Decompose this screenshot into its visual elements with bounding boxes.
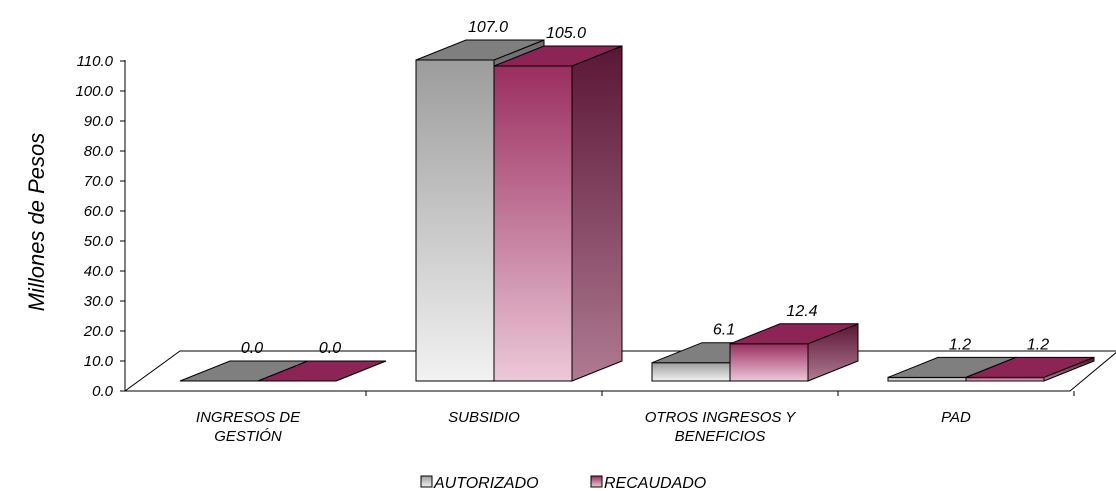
category-labels: INGRESOS DE GESTIÓN SUBSIDIO OTROS INGRESOS… bbox=[196, 391, 1075, 445]
y-tick-label: 90.0 bbox=[84, 113, 114, 130]
legend-swatch-autorizado bbox=[420, 475, 433, 488]
bar-top-autorizado bbox=[415, 39, 545, 61]
value-label-autorizado: 107.0 bbox=[468, 19, 508, 36]
value-label-recaudado: 105.0 bbox=[546, 25, 586, 42]
y-tick-label: 100.0 bbox=[75, 83, 113, 100]
y-tick-label: 70.0 bbox=[84, 173, 114, 190]
bar-top-recaudado bbox=[965, 356, 1095, 378]
value-labels: 0.0 0.0 107.0 105.0 6.1 12.4 1.2 1.2 bbox=[241, 19, 1049, 357]
y-tick-label: 110.0 bbox=[77, 53, 114, 70]
value-label-autorizado: 6.1 bbox=[713, 322, 735, 339]
legend-label-recaudado: RECAUDADO bbox=[604, 475, 706, 491]
legend: AUTORIZADO RECAUDADO bbox=[420, 475, 706, 491]
legend-label-autorizado: AUTORIZADO bbox=[433, 475, 539, 491]
y-tick-label: 60.0 bbox=[84, 203, 114, 220]
y-tick-label: 10.0 bbox=[84, 353, 114, 370]
category-label: INGRESOS DE bbox=[196, 409, 301, 426]
bar-autorizado bbox=[415, 59, 495, 382]
y-tick-label: 50.0 bbox=[84, 233, 114, 250]
bar-top-recaudado bbox=[257, 360, 387, 382]
y-axis-label: Millones de Pesos bbox=[24, 133, 49, 312]
bar-top-recaudado bbox=[493, 45, 623, 67]
category-label: BENEFICIOS bbox=[675, 428, 766, 445]
bar-recaudado bbox=[965, 376, 1045, 382]
legend-swatch-recaudado bbox=[590, 475, 603, 488]
y-axis-ticks: 0.0 10.0 20.0 30.0 40.0 50.0 60.0 70.0 80.0 90.0 1… bbox=[75, 53, 125, 400]
bar-recaudado bbox=[729, 343, 809, 382]
bars bbox=[179, 39, 1095, 382]
value-label-autorizado: 0.0 bbox=[241, 340, 263, 357]
category-label: SUBSIDIO bbox=[448, 409, 520, 426]
y-tick-label: 80.0 bbox=[84, 143, 114, 160]
y-tick-label: 20.0 bbox=[83, 323, 114, 340]
y-tick-label: 40.0 bbox=[84, 263, 114, 280]
value-label-recaudado: 0.0 bbox=[319, 340, 341, 357]
value-label-autorizado: 1.2 bbox=[949, 336, 971, 353]
value-label-recaudado: 1.2 bbox=[1027, 336, 1049, 353]
y-tick-label: 30.0 bbox=[84, 293, 114, 310]
value-label-recaudado: 12.4 bbox=[786, 303, 817, 320]
bar-autorizado bbox=[887, 376, 967, 382]
category-label: PAD bbox=[941, 409, 971, 426]
category-label: OTROS INGRESOS Y bbox=[645, 409, 797, 426]
bar-top-recaudado bbox=[729, 323, 859, 345]
bar-recaudado bbox=[493, 65, 573, 382]
y-tick-label: 0.0 bbox=[92, 383, 114, 400]
bar-side-recaudado bbox=[571, 45, 623, 382]
bar-autorizado bbox=[651, 362, 731, 382]
category-label: GESTIÓN bbox=[214, 428, 282, 445]
